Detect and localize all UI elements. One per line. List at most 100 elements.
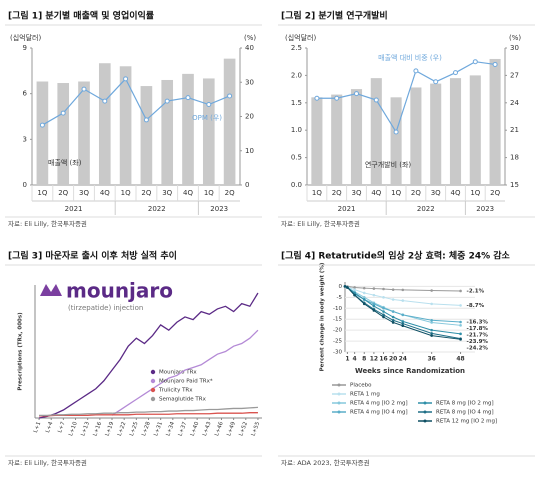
bar: [140, 86, 153, 185]
marker: [430, 321, 433, 324]
y-tick-label: 0: [339, 284, 343, 290]
y-tick-label: 2.0: [291, 71, 302, 79]
data-label: -8.7%: [467, 303, 485, 309]
marker: [372, 309, 376, 312]
x-tick-label: L+28: [141, 421, 152, 437]
legend-marker: [423, 419, 427, 423]
marker: [430, 334, 433, 337]
y-axis-label: (십억달러): [10, 33, 41, 42]
line: [111, 329, 259, 416]
line: [39, 412, 258, 417]
bar: [311, 97, 323, 185]
marker: [433, 79, 439, 85]
x-tick-label: 2Q: [490, 189, 500, 197]
y-tick-label: 2.5: [291, 44, 302, 52]
y2-tick-label: 21: [510, 126, 519, 134]
bar: [98, 63, 111, 185]
y-tick-label: 1.5: [291, 99, 302, 107]
x-tick-label: L+31: [153, 421, 164, 437]
y-axis-label: (십억달러): [285, 33, 316, 42]
x-tick-label: L+37: [178, 421, 189, 437]
x-tick-label: L+7: [57, 421, 67, 434]
marker: [353, 293, 356, 297]
marker: [185, 95, 191, 101]
marker: [382, 287, 385, 291]
y2-axis-label: (%): [244, 34, 256, 42]
y2-tick-label: 27: [510, 71, 519, 79]
x-tick-label: 2Q: [332, 189, 342, 197]
marker: [401, 288, 405, 292]
source-note: 자료: Eli Lilly, 한국투자증권: [8, 458, 87, 467]
legend-label: RETA 4 mg [IO 4 mg]: [350, 410, 408, 416]
marker: [102, 98, 108, 104]
marker: [413, 68, 419, 74]
x-tick-label: L+49: [226, 421, 237, 437]
line: [42, 77, 230, 126]
marker: [459, 338, 462, 341]
x-tick-label: L+46: [214, 421, 225, 437]
x-tick-label: L+52: [238, 421, 249, 437]
marker: [353, 288, 356, 291]
x-tick-label: 20: [389, 356, 397, 363]
x-tick-label: 1Q: [470, 189, 480, 197]
bar: [223, 58, 236, 185]
marker: [346, 286, 349, 289]
y2-tick-label: 30: [245, 78, 254, 86]
x-tick-label: 2Q: [411, 189, 421, 197]
marker: [430, 289, 433, 292]
logo-subtitle: (tirzepatide) injection: [68, 304, 143, 312]
y2-tick-label: 18: [510, 154, 519, 162]
x-tick-label: 1Q: [204, 189, 214, 197]
y2-tick-label: 15: [510, 181, 519, 189]
marker: [373, 97, 379, 103]
x-tick-label: 1Q: [37, 189, 47, 197]
marker: [391, 298, 395, 301]
legend-marker: [423, 401, 427, 405]
marker: [372, 287, 376, 290]
legend-marker: [150, 369, 156, 375]
x-tick-label: L+34: [165, 421, 176, 437]
bar: [36, 81, 49, 185]
y-tick-label: -10: [333, 306, 342, 312]
y-tick-label: 6: [23, 90, 28, 98]
marker: [382, 296, 385, 299]
marker: [401, 320, 405, 323]
x-group-label: 2023: [476, 205, 494, 213]
bar: [390, 97, 402, 185]
marker: [459, 332, 462, 336]
marker: [382, 315, 385, 319]
legend-label: Mounjaro TRx: [159, 370, 197, 376]
x-tick-label: 4Q: [451, 189, 461, 197]
line: [38, 292, 259, 419]
bar: [202, 78, 215, 185]
legend-label: 매출액 대비 비중 (우): [378, 53, 442, 62]
legend-label: RETA 8 mg [IO 2 mg]: [436, 401, 494, 407]
chart-title: [그림 1] 분기별 매출액 및 영업이익률: [8, 10, 154, 22]
marker: [472, 59, 478, 65]
marker: [206, 102, 212, 108]
bar: [469, 75, 481, 185]
x-tick-label: L+10: [68, 421, 79, 437]
x-tick-label: L+16: [92, 421, 103, 437]
legend-label: RETA 4 mg [IO 2 mg]: [350, 401, 408, 407]
x-tick-label: 2Q: [58, 189, 68, 197]
data-label: -21.7%: [467, 333, 489, 339]
chart-title: [그림 4] Retatrutide의 임상 2상 효력: 체중 24% 감소: [281, 250, 511, 262]
x-group-label: 2021: [65, 205, 83, 213]
chart-title: [그림 2] 분기별 연구개발비: [281, 10, 388, 22]
y-axis-label: Prescriptions (TRx, 000s): [18, 312, 24, 391]
x-tick-label: 4Q: [100, 189, 110, 197]
bar: [161, 79, 174, 185]
x-tick-label: 3Q: [79, 189, 89, 197]
x-tick-label: 48: [456, 356, 464, 363]
bar: [410, 87, 422, 185]
bar: [489, 58, 501, 185]
source-note: 자료: ADA 2023, 한국투자증권: [281, 458, 370, 467]
y-tick-label: -15: [333, 317, 342, 323]
marker: [353, 291, 356, 295]
legend-label: Semaglutide TRx: [159, 397, 207, 403]
marker: [382, 310, 385, 313]
marker: [227, 93, 233, 99]
marker: [362, 291, 366, 295]
marker: [362, 296, 366, 299]
